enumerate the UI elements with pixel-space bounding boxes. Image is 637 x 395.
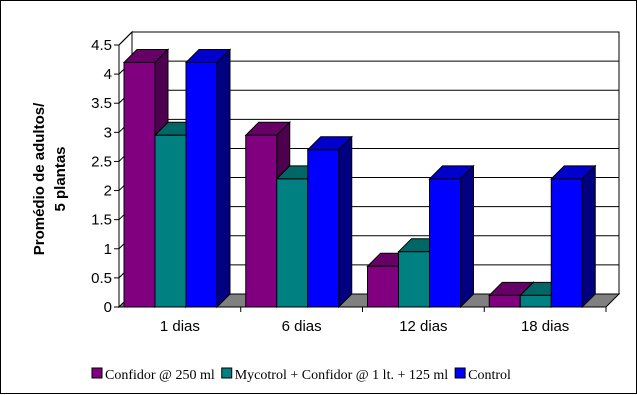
axis-layer: 0 0.5 1 1.5 2 2.5 3 3.5 4 4.5 1 dias 6 dias 12 dias 1… xyxy=(91,37,607,335)
legend-swatch xyxy=(221,367,233,379)
y-tick-label: 1 xyxy=(104,241,112,258)
y-tick-label: 3 xyxy=(104,124,112,141)
x-tick-label: 12 dias xyxy=(399,318,447,335)
legend-swatch xyxy=(91,367,103,379)
x-tick-label: 6 dias xyxy=(282,318,322,335)
bar xyxy=(519,294,552,308)
bar xyxy=(245,134,278,308)
x-tick-label: 1 dias xyxy=(160,318,200,335)
legend: Confidor @ 250 ml Mycotrol + Confidor @ 1… xyxy=(91,367,511,383)
bar-side xyxy=(460,164,474,309)
y-tick-label: 4.5 xyxy=(91,37,112,54)
y-tick-label: 1.5 xyxy=(91,212,112,229)
bar-layer xyxy=(122,48,597,309)
y-axis-label-line-2: 5 plantas xyxy=(52,146,69,211)
bar xyxy=(307,149,340,308)
bar xyxy=(488,294,521,308)
bar xyxy=(154,134,187,308)
y-tick-label: 0.5 xyxy=(91,270,112,287)
bar xyxy=(367,265,399,308)
y-tick-label: 4 xyxy=(104,66,112,83)
y-tick-label: 2 xyxy=(104,183,112,200)
bar xyxy=(185,61,218,308)
bar-side xyxy=(338,135,353,309)
bar-side xyxy=(216,48,231,309)
legend-entry: Control xyxy=(468,368,511,383)
bar xyxy=(550,178,583,308)
legend-entry: Confidor @ 250 ml xyxy=(105,368,215,383)
bar xyxy=(123,61,156,308)
bar xyxy=(429,178,461,308)
y-tick-label: 3.5 xyxy=(91,95,112,112)
legend-entry: Mycotrol + Confidor @ 1 lt. + 125 ml xyxy=(235,368,449,383)
y-tick-label: 2.5 xyxy=(91,153,112,170)
gridline-side xyxy=(118,31,133,46)
bar xyxy=(276,178,309,308)
legend-swatch xyxy=(454,367,466,379)
bar-side xyxy=(581,164,596,309)
y-tick-label: 0 xyxy=(104,299,112,316)
x-tick-label: 18 dias xyxy=(521,318,569,335)
y-axis-label-line-1: Promédio de adultos/ xyxy=(31,102,48,255)
bar xyxy=(398,251,430,308)
